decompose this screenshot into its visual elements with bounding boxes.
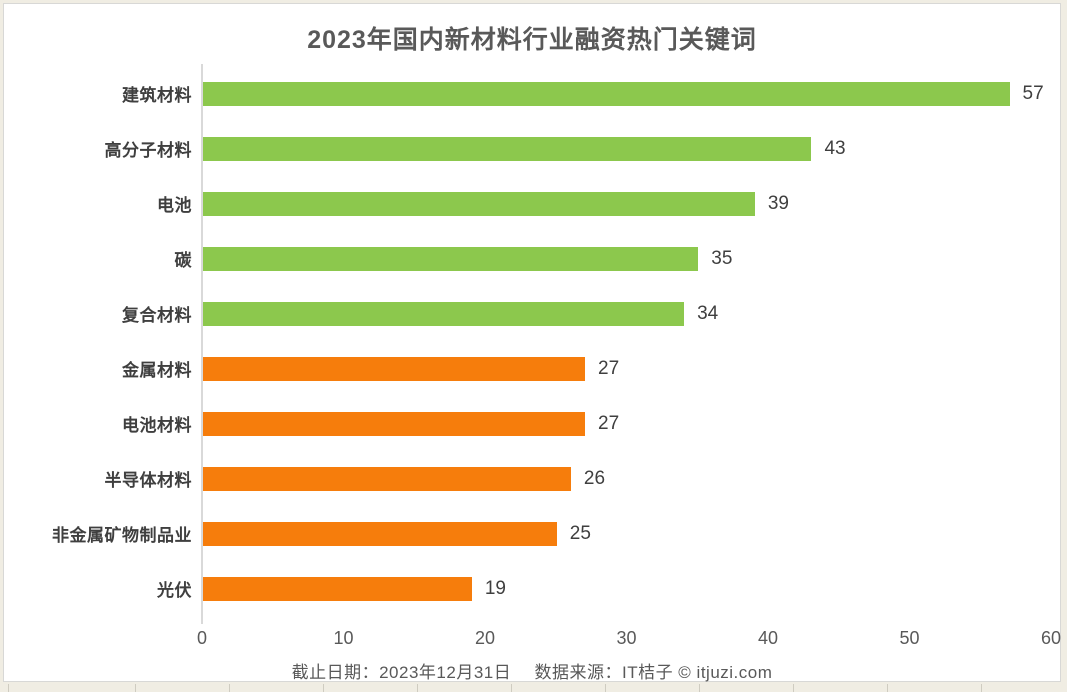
bar-track: 35	[203, 246, 1052, 271]
bar	[203, 466, 571, 491]
bar-track: 27	[203, 411, 1052, 436]
value-label: 27	[598, 357, 620, 379]
x-tick-label: 40	[757, 628, 778, 648]
bar-row: 建筑材料 57	[4, 66, 1060, 121]
value-label: 27	[598, 412, 620, 434]
bar	[203, 81, 1010, 106]
bar	[203, 576, 472, 601]
x-tick-label: 60	[1040, 628, 1062, 648]
category-label: 电池材料	[122, 416, 192, 435]
bar-track: 43	[203, 136, 1052, 161]
bar	[203, 521, 557, 546]
y-axis-line	[201, 64, 203, 624]
bar-track: 34	[203, 301, 1052, 326]
spreadsheet-cell-borders	[0, 684, 1067, 692]
plot-rows: 建筑材料 57 高分子材料 43 电池 39 碳 35 复合材料 34 金属材料 27 电池材料 27 半导…	[4, 66, 1060, 616]
chart-footer: 截止日期：2023年12月31日 数据来源：IT桔子 © itjuzi.com	[4, 658, 1060, 683]
bar-row: 复合材料 34	[4, 286, 1060, 341]
category-label: 非金属矿物制品业	[52, 526, 192, 545]
value-label: 34	[697, 302, 719, 324]
category-label: 光伏	[157, 581, 192, 600]
value-label: 43	[824, 137, 846, 159]
category-label: 高分子材料	[104, 141, 192, 160]
bar-row: 高分子材料 43	[4, 121, 1060, 176]
bar-track: 25	[203, 521, 1052, 546]
bar-row: 金属材料 27	[4, 341, 1060, 396]
bar-row: 半导体材料 26	[4, 451, 1060, 506]
bar	[203, 411, 586, 436]
value-label: 25	[569, 522, 591, 544]
footer-data-source: 数据来源：IT桔子 © itjuzi.com	[534, 663, 773, 682]
bar	[203, 191, 755, 216]
value-label: 57	[1022, 82, 1044, 104]
bar	[203, 136, 812, 161]
x-tick-label: 30	[616, 628, 637, 648]
category-label: 碳	[174, 251, 192, 270]
x-tick-label: 20	[474, 628, 495, 648]
bar-track: 19	[203, 576, 1052, 601]
footer-cutoff-date: 截止日期：2023年12月31日	[291, 663, 512, 682]
bar-row: 非金属矿物制品业 25	[4, 506, 1060, 561]
bar	[203, 356, 586, 381]
value-label: 19	[484, 577, 506, 599]
chart-title: 2023年国内新材料行业融资热门关键词	[307, 26, 757, 54]
bar-track: 39	[203, 191, 1052, 216]
category-label: 半导体材料	[104, 471, 192, 490]
bar-track: 26	[203, 466, 1052, 491]
bar-row: 电池材料 27	[4, 396, 1060, 451]
value-label: 26	[583, 467, 606, 489]
category-label: 建筑材料	[122, 86, 192, 105]
bar	[203, 301, 685, 326]
bar-track: 57	[203, 81, 1052, 106]
bar	[203, 246, 699, 271]
bar-row: 电池 39	[4, 176, 1060, 231]
category-label: 金属材料	[122, 361, 192, 380]
category-label: 电池	[157, 196, 192, 215]
bar-row: 碳 35	[4, 231, 1060, 286]
x-tick-label: 50	[899, 628, 920, 648]
x-axis: 0 10 20 30 40 50 60	[197, 628, 1061, 650]
x-tick-label: 10	[333, 628, 354, 648]
bar-track: 27	[203, 356, 1052, 381]
x-tick-label: 0	[196, 628, 208, 648]
chart-area: 2023年国内新材料行业融资热门关键词 建筑材料 57 高分子材料 43 电池 39 碳 35…	[3, 3, 1061, 682]
bar-row: 光伏 19	[4, 561, 1060, 616]
category-label: 复合材料	[122, 306, 192, 325]
value-label: 39	[767, 192, 789, 214]
value-label: 35	[711, 247, 733, 269]
